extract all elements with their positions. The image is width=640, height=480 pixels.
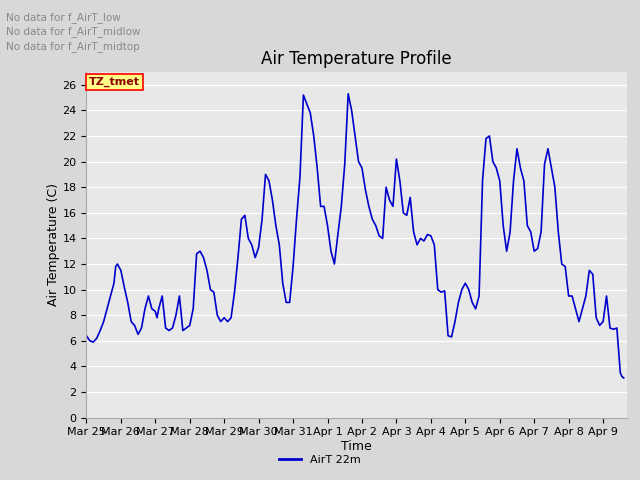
Text: No data for f_AirT_low: No data for f_AirT_low: [6, 12, 121, 23]
Text: TZ_tmet: TZ_tmet: [89, 77, 140, 87]
Title: Air Temperature Profile: Air Temperature Profile: [262, 49, 452, 68]
Y-axis label: Air Temperature (C): Air Temperature (C): [47, 183, 60, 306]
Legend: AirT 22m: AirT 22m: [275, 451, 365, 469]
Text: No data for f_AirT_midlow: No data for f_AirT_midlow: [6, 26, 141, 37]
Text: No data for f_AirT_midtop: No data for f_AirT_midtop: [6, 41, 140, 52]
X-axis label: Time: Time: [341, 440, 372, 453]
